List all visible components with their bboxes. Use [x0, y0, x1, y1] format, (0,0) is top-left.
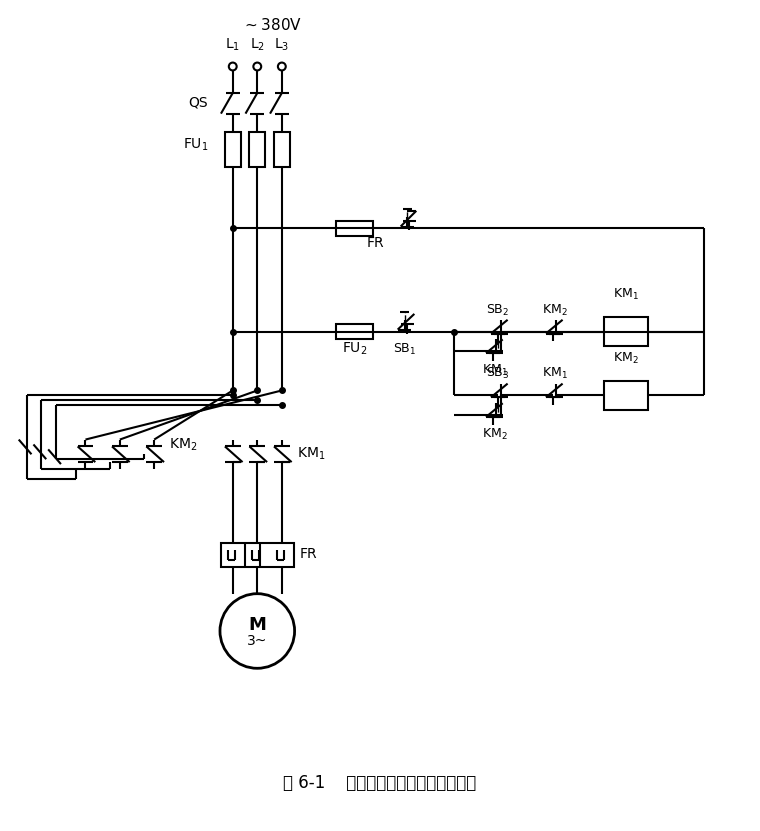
Text: KM$_1$: KM$_1$ [296, 446, 325, 463]
Text: QS: QS [188, 96, 208, 110]
Text: KM$_1$: KM$_1$ [613, 287, 638, 302]
Circle shape [220, 593, 295, 668]
Text: KM$_2$: KM$_2$ [613, 351, 638, 366]
Bar [249, 132, 265, 167]
Text: KM$_2$: KM$_2$ [169, 436, 198, 453]
Text: L$_2$: L$_2$ [250, 37, 264, 53]
Text: KM$_1$: KM$_1$ [482, 363, 508, 378]
Text: KM$_1$: KM$_1$ [542, 366, 568, 381]
Bar [336, 324, 373, 339]
Text: KM$_2$: KM$_2$ [542, 302, 568, 317]
Bar [274, 132, 290, 167]
Text: SB$_1$: SB$_1$ [393, 342, 416, 356]
Text: FU$_2$: FU$_2$ [342, 341, 367, 357]
Circle shape [229, 62, 236, 71]
Text: $\sim$380V: $\sim$380V [242, 17, 302, 33]
Text: FU$_1$: FU$_1$ [182, 137, 208, 153]
Bar [604, 381, 648, 411]
Text: KM$_2$: KM$_2$ [482, 427, 508, 442]
Text: FR: FR [366, 236, 384, 250]
Bar [221, 543, 293, 568]
Text: 3~: 3~ [247, 634, 268, 648]
Text: SB$_2$: SB$_2$ [486, 302, 509, 317]
Circle shape [278, 62, 286, 71]
Text: M: M [249, 616, 266, 634]
Text: 图 6-1    交流电动机的正反转控制电路: 图 6-1 交流电动机的正反转控制电路 [283, 774, 477, 792]
Circle shape [253, 62, 261, 71]
Bar [225, 132, 241, 167]
Bar [604, 317, 648, 347]
Text: FR: FR [299, 548, 317, 562]
Text: L$_1$: L$_1$ [225, 37, 240, 53]
Text: L$_3$: L$_3$ [274, 37, 290, 53]
Text: SB$_3$: SB$_3$ [486, 366, 509, 381]
Bar [336, 220, 373, 236]
